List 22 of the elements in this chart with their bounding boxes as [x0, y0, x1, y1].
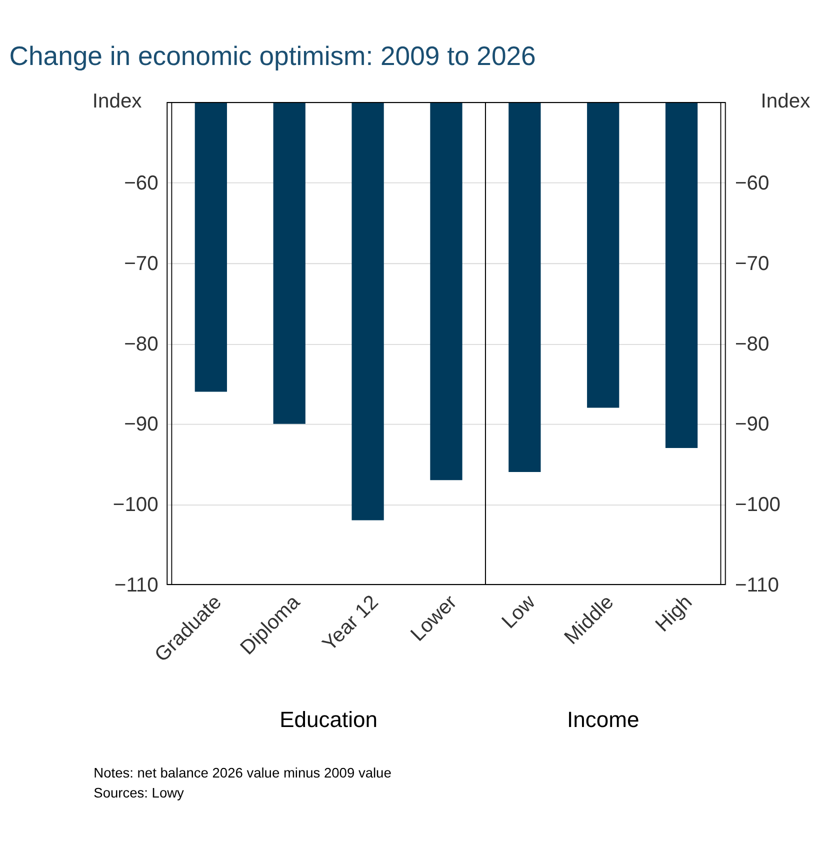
- y2-axis-title: Index: [760, 90, 810, 113]
- x-tick-label: Year 12: [318, 591, 383, 656]
- chart-title: Change in economic optimism: 2009 to 2026: [9, 40, 536, 71]
- x-tick-label: Low: [498, 591, 540, 634]
- y2-tick-label: −100: [734, 494, 780, 516]
- y2-tick-label: −90: [734, 414, 770, 436]
- text: Education: [280, 706, 378, 732]
- y2-tick-label: −110: [734, 574, 779, 596]
- source-note: Sources: Lowy: [94, 786, 184, 801]
- y-tick-label: −70: [124, 253, 158, 276]
- y-tick-label: −100: [112, 494, 158, 516]
- y2-tick-label: −60: [734, 172, 770, 195]
- y-tick-label: −60: [124, 172, 158, 195]
- y-tick-label: −110: [114, 574, 158, 596]
- text: Notes: net balance 2026 value minus 2009 value: [94, 765, 392, 780]
- y2-tick-label: −70: [734, 253, 770, 276]
- y2-tick-label: −80: [734, 333, 770, 356]
- y-tick-label: −90: [124, 414, 158, 436]
- text: Income: [567, 706, 640, 732]
- x-tick-label: High: [652, 591, 697, 636]
- y-tick-label: −80: [124, 333, 158, 356]
- y-axis-title: Index: [92, 90, 142, 113]
